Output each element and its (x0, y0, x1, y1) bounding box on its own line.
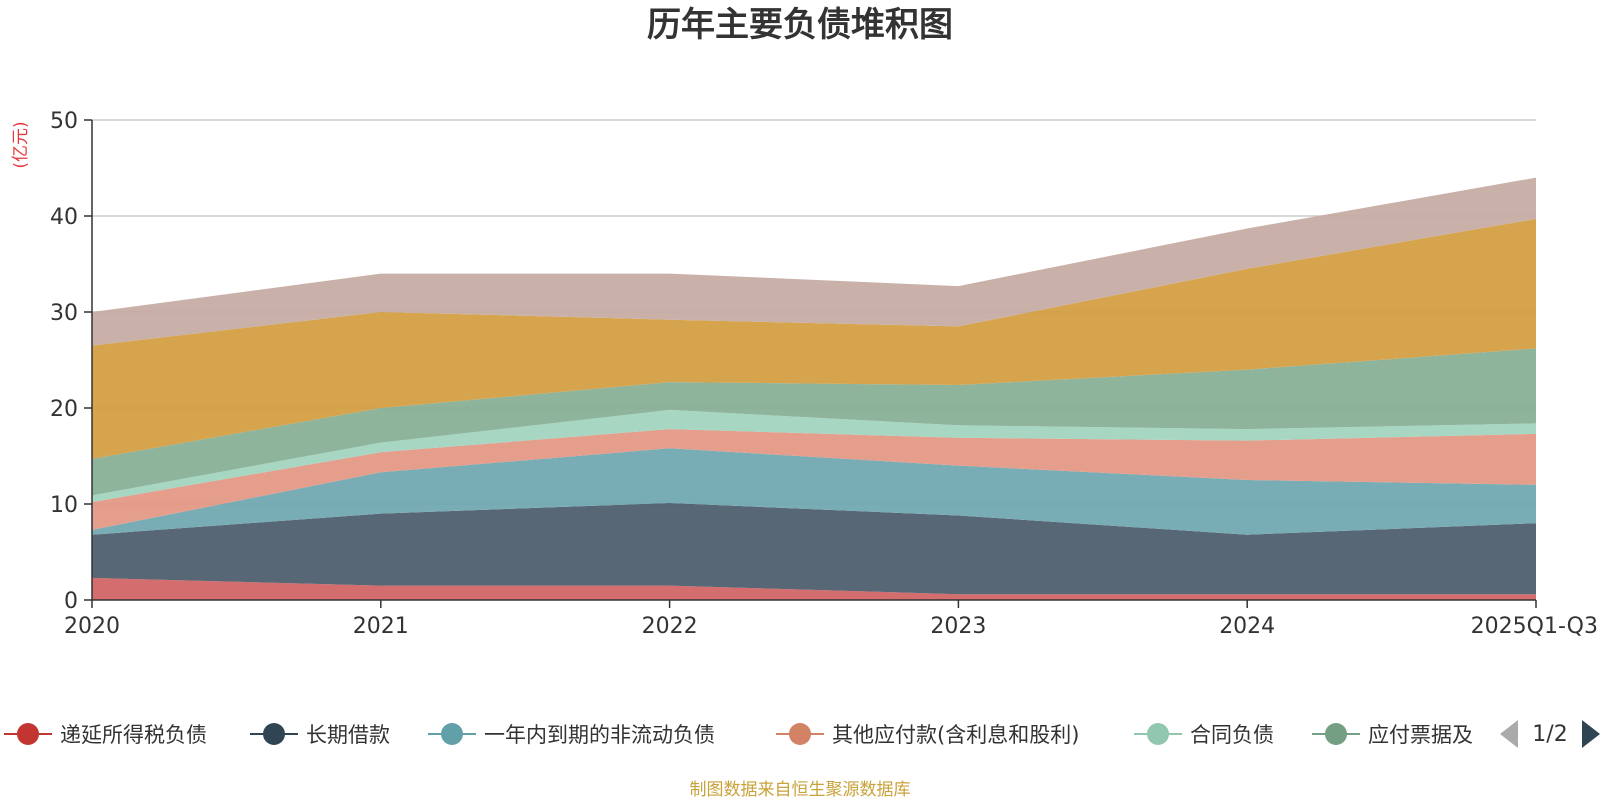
x-tick-label: 2024 (1219, 614, 1275, 639)
legend-item[interactable]: 合同负债 (1134, 723, 1274, 747)
legend-label: 长期借款 (306, 723, 390, 747)
legend-marker (441, 723, 463, 745)
legend-label: 应付票据及 (1368, 723, 1473, 747)
legend-item[interactable]: 递延所得税负债 (4, 723, 207, 747)
legend-item[interactable]: 其他应付款(含利息和股利) (776, 723, 1079, 747)
legend-page-indicator: 1/2 (1532, 722, 1567, 747)
area-series (92, 409, 1536, 503)
legend-marker (1325, 723, 1347, 745)
chart-title: 历年主要负债堆积图 (647, 5, 953, 45)
legend-marker (789, 723, 811, 745)
axes: 0 10 20 30 40 50 2020 2021 2022 2023 2024 2025Q1-Q3 (50, 109, 1598, 639)
legend-label: 递延所得税负债 (60, 723, 207, 747)
area-series (92, 503, 1536, 595)
y-tick-label: 40 (50, 205, 78, 230)
area-series (92, 177, 1536, 346)
legend-item[interactable]: 长期借款 (250, 723, 390, 747)
legend-next-icon[interactable] (1582, 720, 1600, 748)
legend-prev-icon[interactable] (1500, 720, 1518, 748)
y-axis-unit: (亿元) (11, 121, 31, 168)
y-tick-label: 50 (50, 109, 78, 134)
area-series (92, 218, 1536, 459)
y-tick-label: 30 (50, 301, 78, 326)
legend-item[interactable]: 应付票据及 (1312, 723, 1473, 747)
x-tick-label: 2021 (353, 614, 409, 639)
legend-label: 其他应付款(含利息和股利) (832, 723, 1079, 747)
areas (92, 177, 1536, 600)
y-tick-label: 10 (50, 493, 78, 518)
y-tick-label: 20 (50, 397, 78, 422)
legend: 递延所得税负债 长期借款 一年内到期的非流动负债 其他应付款(含利息和股利) 合同负债 应… (4, 720, 1600, 748)
x-tick-label: 2020 (64, 614, 120, 639)
y-tick-label: 0 (64, 589, 78, 614)
area-series (92, 348, 1536, 496)
x-tick-label: 2022 (642, 614, 698, 639)
area-series (92, 429, 1536, 530)
x-tick-label: 2025Q1-Q3 (1471, 614, 1598, 639)
legend-item[interactable]: 一年内到期的非流动负债 (428, 723, 715, 747)
legend-marker (17, 723, 39, 745)
x-tick-label: 2023 (930, 614, 986, 639)
area-series (92, 577, 1536, 600)
legend-marker (1147, 723, 1169, 745)
legend-label: 一年内到期的非流动负债 (484, 723, 715, 747)
legend-label: 合同负债 (1190, 723, 1274, 747)
area-series (92, 448, 1536, 535)
source-note: 制图数据来自恒生聚源数据库 (690, 780, 911, 800)
legend-marker (263, 723, 285, 745)
